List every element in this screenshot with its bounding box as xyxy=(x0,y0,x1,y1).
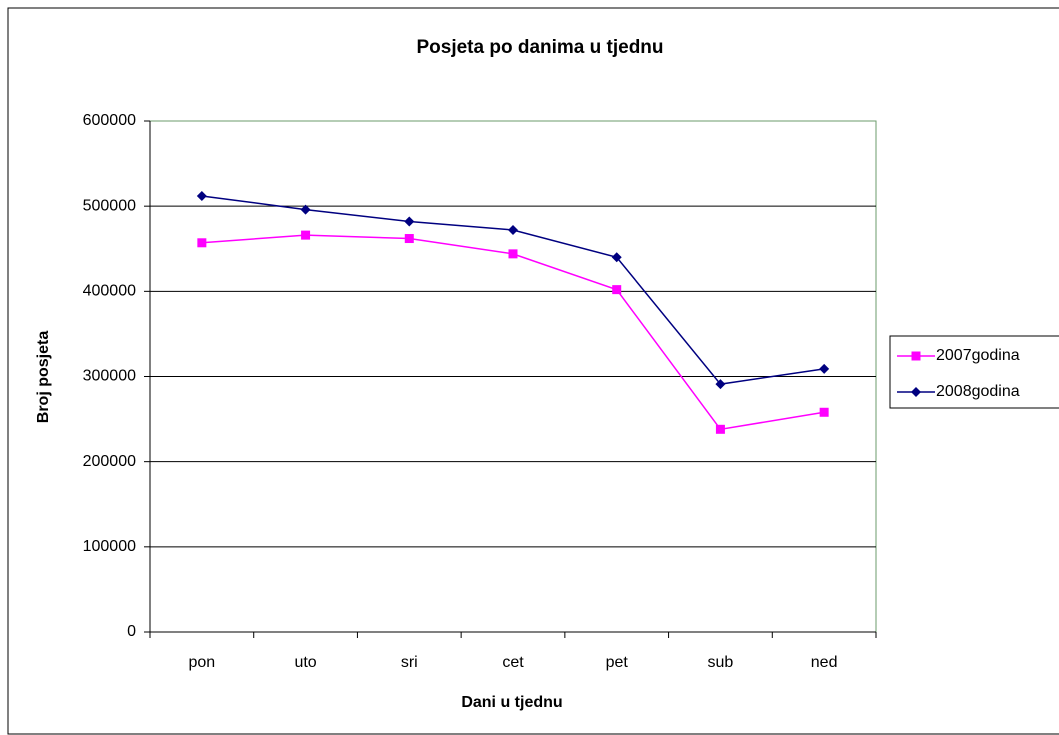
marker xyxy=(715,379,726,390)
y-axis-title: Broj posjeta xyxy=(35,331,52,424)
x-axis-title: Dani u tjednu xyxy=(461,694,562,711)
marker xyxy=(819,363,830,374)
x-tick-label: pet xyxy=(606,654,629,671)
x-tick-label: ned xyxy=(811,654,838,671)
x-tick-label: sri xyxy=(401,654,418,671)
x-tick-label: cet xyxy=(502,654,524,671)
y-tick-label: 600000 xyxy=(83,112,136,129)
x-tick-label: pon xyxy=(189,654,216,671)
marker xyxy=(611,252,622,263)
marker xyxy=(404,234,414,244)
series-line xyxy=(201,195,825,385)
marker xyxy=(196,190,207,201)
legend-box xyxy=(889,335,1059,409)
marker xyxy=(301,230,311,240)
marker xyxy=(404,216,415,227)
x-tick-label: uto xyxy=(294,654,316,671)
y-tick-label: 100000 xyxy=(83,538,136,555)
y-tick-label: 400000 xyxy=(83,283,136,300)
chart-border xyxy=(7,7,1059,735)
marker xyxy=(819,407,829,417)
marker xyxy=(508,249,518,259)
marker xyxy=(508,225,518,236)
series-line xyxy=(201,234,825,431)
marker xyxy=(911,387,921,397)
y-tick-label: 0 xyxy=(127,623,136,640)
legend-label: 2008godina xyxy=(936,383,1020,400)
marker xyxy=(715,424,725,434)
chart-title: Posjeta po danima u tjednu xyxy=(416,37,663,58)
x-tick-label: sub xyxy=(708,654,734,671)
y-tick-label: 500000 xyxy=(83,197,136,214)
marker xyxy=(300,204,311,215)
y-tick-label: 200000 xyxy=(83,453,136,470)
marker xyxy=(612,285,622,295)
legend-label: 2007godina xyxy=(936,347,1020,364)
marker xyxy=(197,238,207,248)
marker xyxy=(911,351,921,361)
y-tick-label: 300000 xyxy=(83,368,136,385)
